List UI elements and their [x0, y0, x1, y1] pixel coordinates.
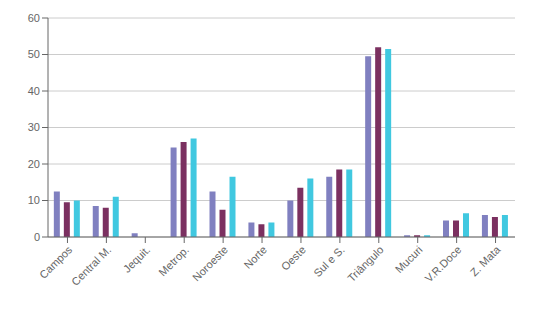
- svg-text:Z. Mata: Z. Mata: [468, 243, 503, 278]
- svg-text:Mucuri: Mucuri: [393, 243, 425, 275]
- svg-text:10: 10: [28, 194, 40, 206]
- svg-text:Campos: Campos: [37, 243, 75, 281]
- svg-text:0: 0: [34, 231, 40, 243]
- svg-text:30: 30: [28, 121, 40, 133]
- svg-text:20: 20: [28, 158, 40, 170]
- svg-text:50: 50: [28, 48, 40, 60]
- svg-text:V.R.Doce: V.R.Doce: [423, 243, 464, 284]
- svg-text:Jequit.: Jequit.: [121, 243, 152, 274]
- svg-text:Norte: Norte: [241, 243, 269, 271]
- svg-text:Triângulo: Triângulo: [345, 243, 386, 284]
- svg-text:40: 40: [28, 85, 40, 97]
- svg-text:Oeste: Oeste: [279, 243, 308, 272]
- svg-text:Sul e S.: Sul e S.: [311, 243, 347, 279]
- svg-text:60: 60: [28, 12, 40, 24]
- svg-text:Noroeste: Noroeste: [190, 243, 230, 283]
- svg-text:Metrop.: Metrop.: [156, 243, 191, 278]
- svg-text:Central M.: Central M.: [69, 243, 113, 287]
